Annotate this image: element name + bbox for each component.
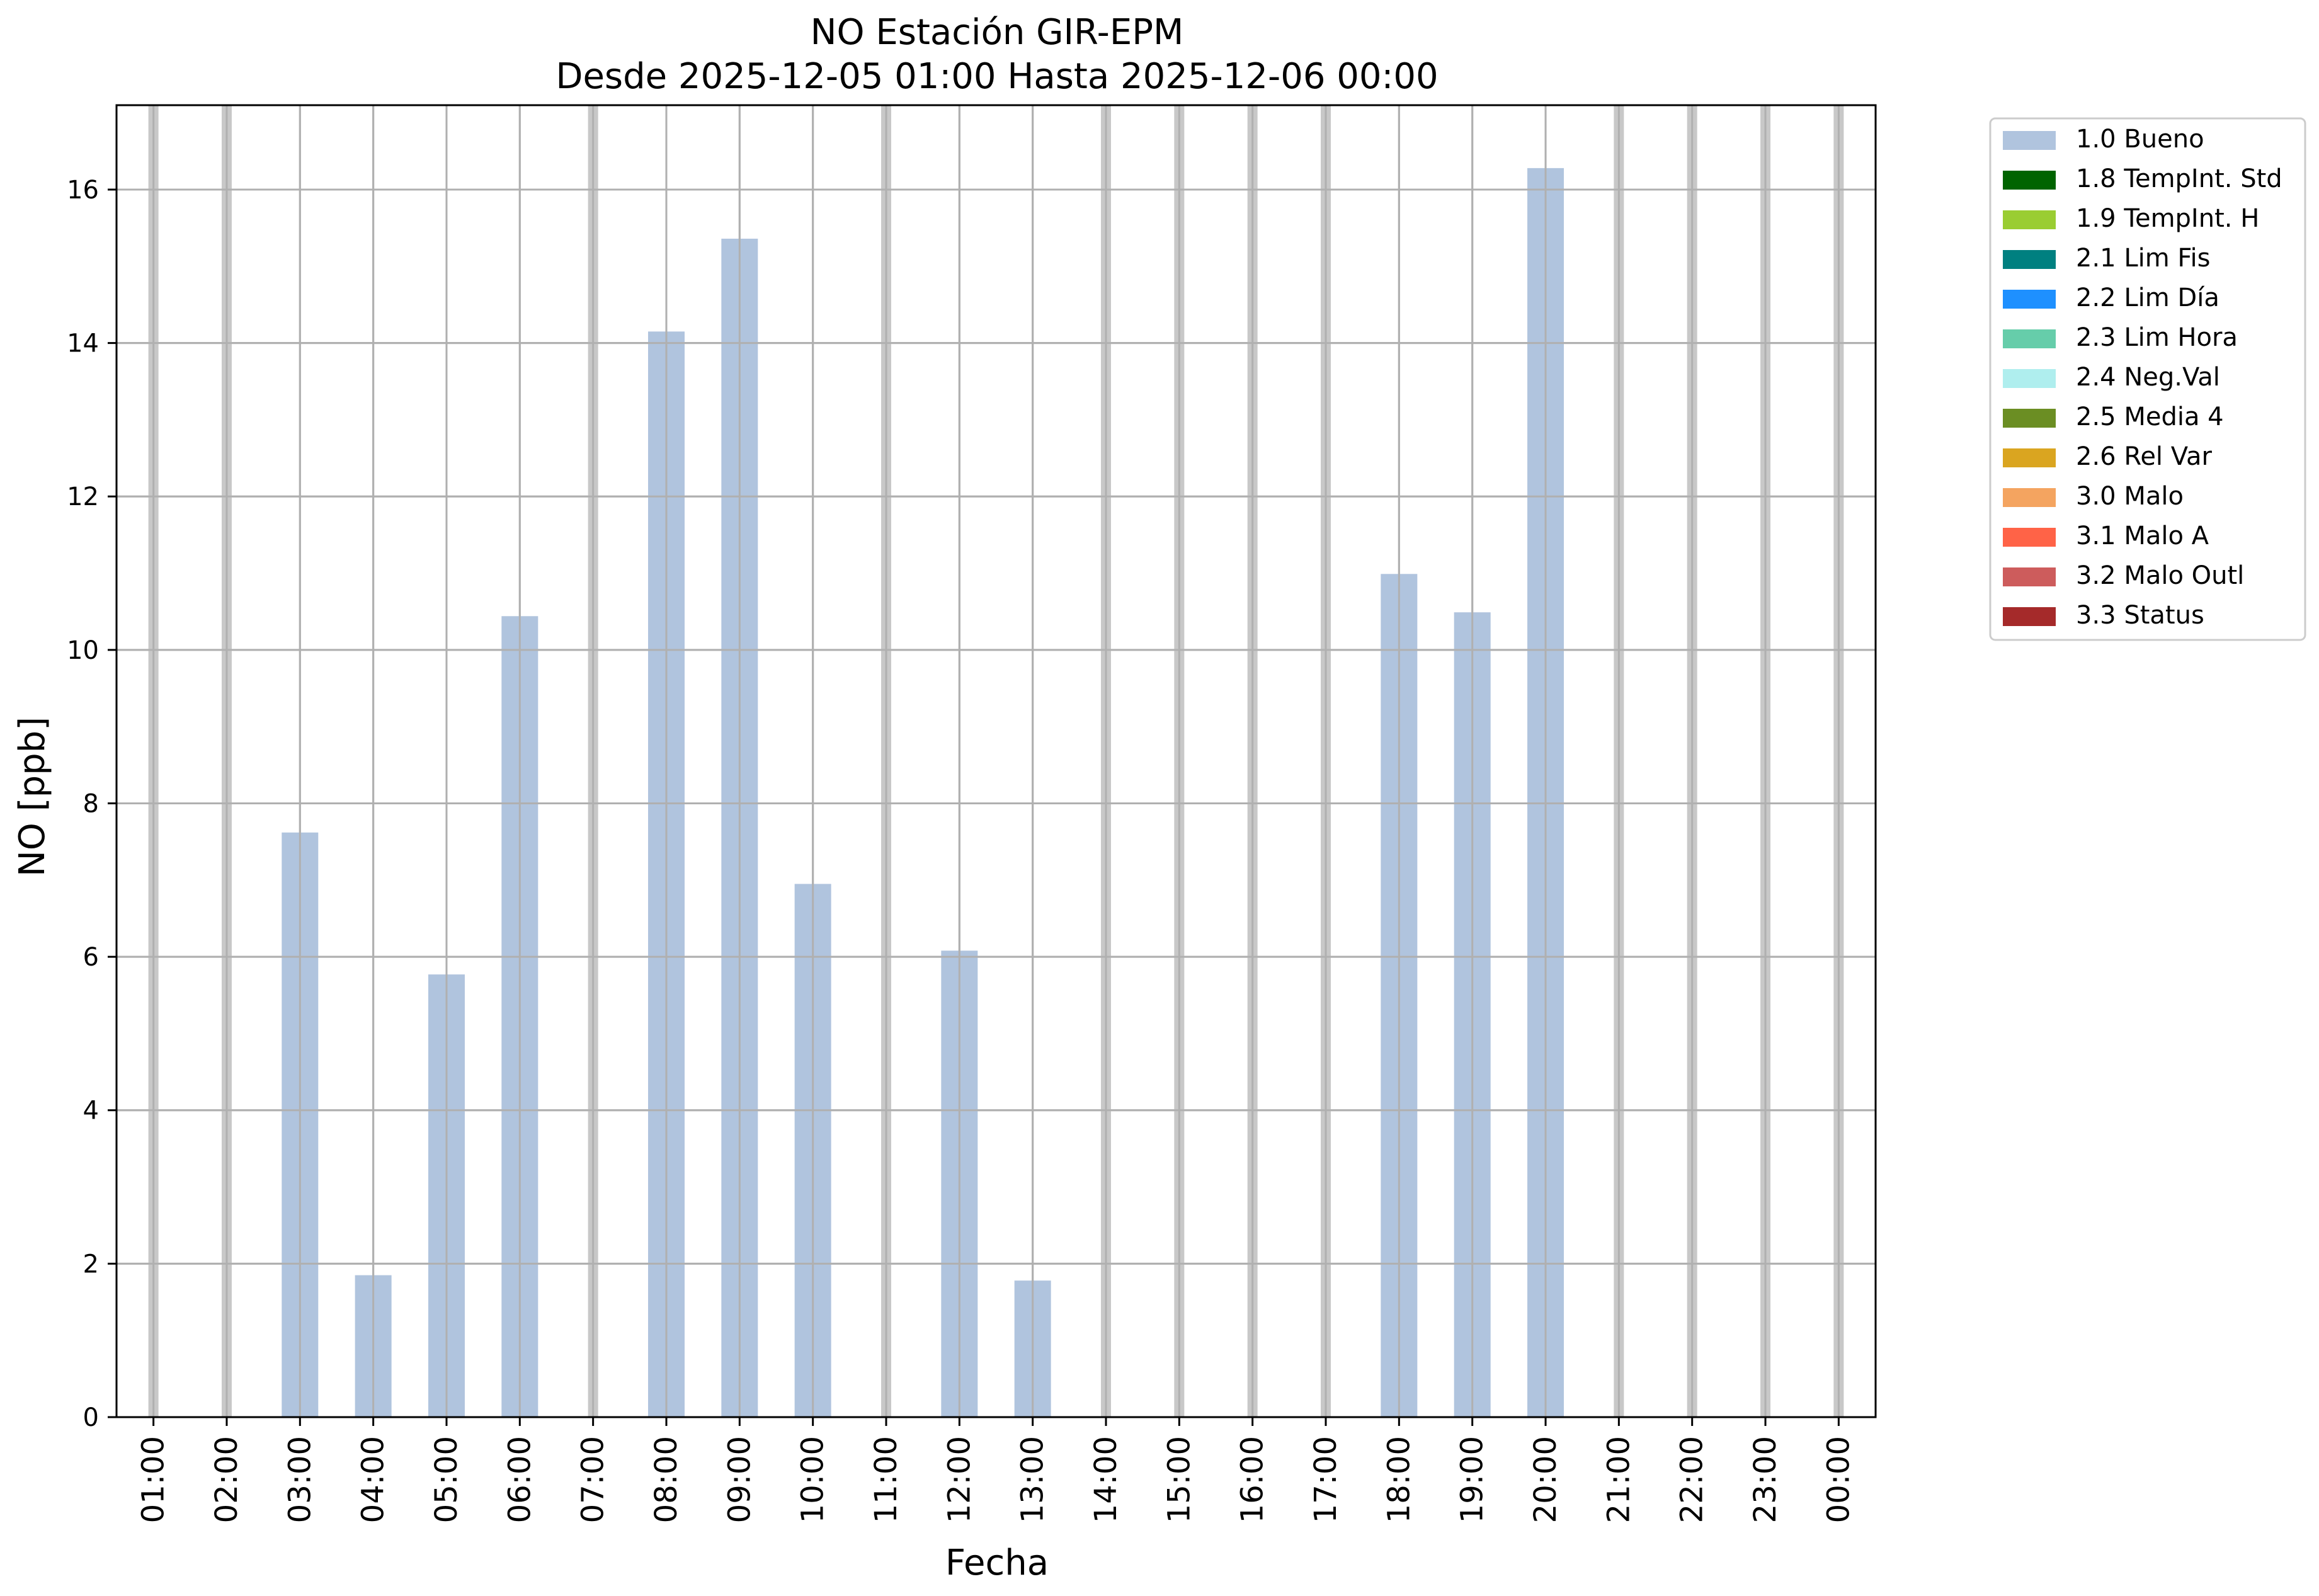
grid	[117, 105, 1876, 1418]
legend-swatch	[2003, 607, 2056, 626]
x-tick-label: 20:00	[1528, 1436, 1563, 1523]
legend-swatch	[2003, 210, 2056, 229]
legend-label: 1.9 TempInt. H	[2076, 204, 2259, 233]
x-tick-label: 04:00	[356, 1436, 391, 1523]
legend-label: 2.4 Neg.Val	[2076, 363, 2220, 392]
x-tick-label: 16:00	[1235, 1436, 1270, 1523]
legend: 1.0 Bueno 1.8 TempInt. Std 1.9 TempInt. H 2…	[1989, 117, 2306, 641]
legend-label: 1.8 TempInt. Std	[2076, 164, 2282, 193]
chart-title: NO Estación GIR-EPM	[811, 12, 1184, 53]
legend-frame	[1989, 117, 2306, 641]
legend-swatch	[2003, 329, 2056, 348]
y-tick-label: 10	[67, 636, 99, 665]
legend-swatch	[2003, 250, 2056, 269]
legend-swatch	[2003, 131, 2056, 150]
x-tick-label: 00:00	[1821, 1436, 1856, 1523]
x-tick-label: 14:00	[1088, 1436, 1124, 1523]
y-tick-label: 14	[67, 329, 99, 358]
legend-swatch	[2003, 409, 2056, 428]
x-tick-label: 17:00	[1308, 1436, 1343, 1523]
y-axis-label: NO [ppb]	[12, 717, 53, 877]
y-tick-label: 6	[83, 943, 99, 972]
legend-swatch	[2003, 567, 2056, 586]
x-tick-label: 13:00	[1015, 1436, 1051, 1523]
legend-label: 1.0 Bueno	[2076, 125, 2204, 154]
y-tick-label: 16	[67, 176, 99, 205]
legend-swatch	[2003, 528, 2056, 547]
x-tick-label: 06:00	[502, 1436, 537, 1523]
x-tick-label: 23:00	[1748, 1436, 1783, 1523]
chart-subtitle: Desde 2025-12-05 01:00 Hasta 2025-12-06 …	[556, 56, 1438, 97]
y-tick-label: 4	[83, 1097, 99, 1126]
x-tick-label: 11:00	[869, 1436, 904, 1523]
x-tick-label: 21:00	[1601, 1436, 1636, 1523]
y-tick-label: 12	[67, 482, 99, 511]
x-tick-label: 08:00	[649, 1436, 684, 1523]
legend-swatch	[2003, 290, 2056, 309]
x-tick-label: 09:00	[722, 1436, 757, 1523]
x-tick-label: 15:00	[1161, 1436, 1197, 1523]
legend-label: 2.5 Media 4	[2076, 402, 2224, 431]
x-tick-label: 12:00	[942, 1436, 977, 1523]
legend-swatch	[2003, 488, 2056, 507]
x-tick-label: 02:00	[209, 1436, 244, 1523]
x-tick-label: 22:00	[1675, 1436, 1710, 1523]
legend-label: 2.3 Lim Hora	[2076, 323, 2238, 352]
bars	[117, 105, 1876, 1418]
x-tick-label: 10:00	[795, 1436, 831, 1523]
legend-swatch	[2003, 448, 2056, 467]
legend-label: 2.1 Lim Fis	[2076, 244, 2210, 273]
legend-label: 2.2 Lim Día	[2076, 283, 2219, 312]
y-axis-ticks: 0 2 4 6 8 10 12 14 16	[67, 176, 117, 1432]
x-tick-label: 01:00	[136, 1436, 171, 1523]
legend-label: 3.3 Status	[2076, 601, 2204, 630]
legend-swatch	[2003, 171, 2056, 190]
legend-label: 3.1 Malo A	[2076, 522, 2209, 550]
legend-label: 2.6 Rel Var	[2076, 442, 2213, 471]
x-tick-label: 03:00	[282, 1436, 317, 1523]
y-tick-label: 0	[83, 1403, 99, 1432]
y-tick-label: 8	[83, 789, 99, 818]
missing-markers	[148, 105, 1844, 1417]
x-tick-label: 18:00	[1381, 1436, 1416, 1523]
legend-label: 3.2 Malo Outl	[2076, 561, 2244, 590]
x-tick-label: 19:00	[1455, 1436, 1490, 1523]
legend-label: 3.0 Malo	[2076, 482, 2184, 511]
legend-swatch	[2003, 369, 2056, 388]
x-tick-label: 05:00	[429, 1436, 464, 1523]
x-axis-label: Fecha	[945, 1542, 1049, 1583]
x-axis-ticks: 01:00 02:00 03:00 04:00 05:00 06:00 07:00 08:00…	[136, 1417, 1856, 1523]
plot-frame	[115, 104, 1877, 1418]
y-tick-label: 2	[83, 1250, 99, 1279]
x-tick-label: 07:00	[576, 1436, 611, 1523]
